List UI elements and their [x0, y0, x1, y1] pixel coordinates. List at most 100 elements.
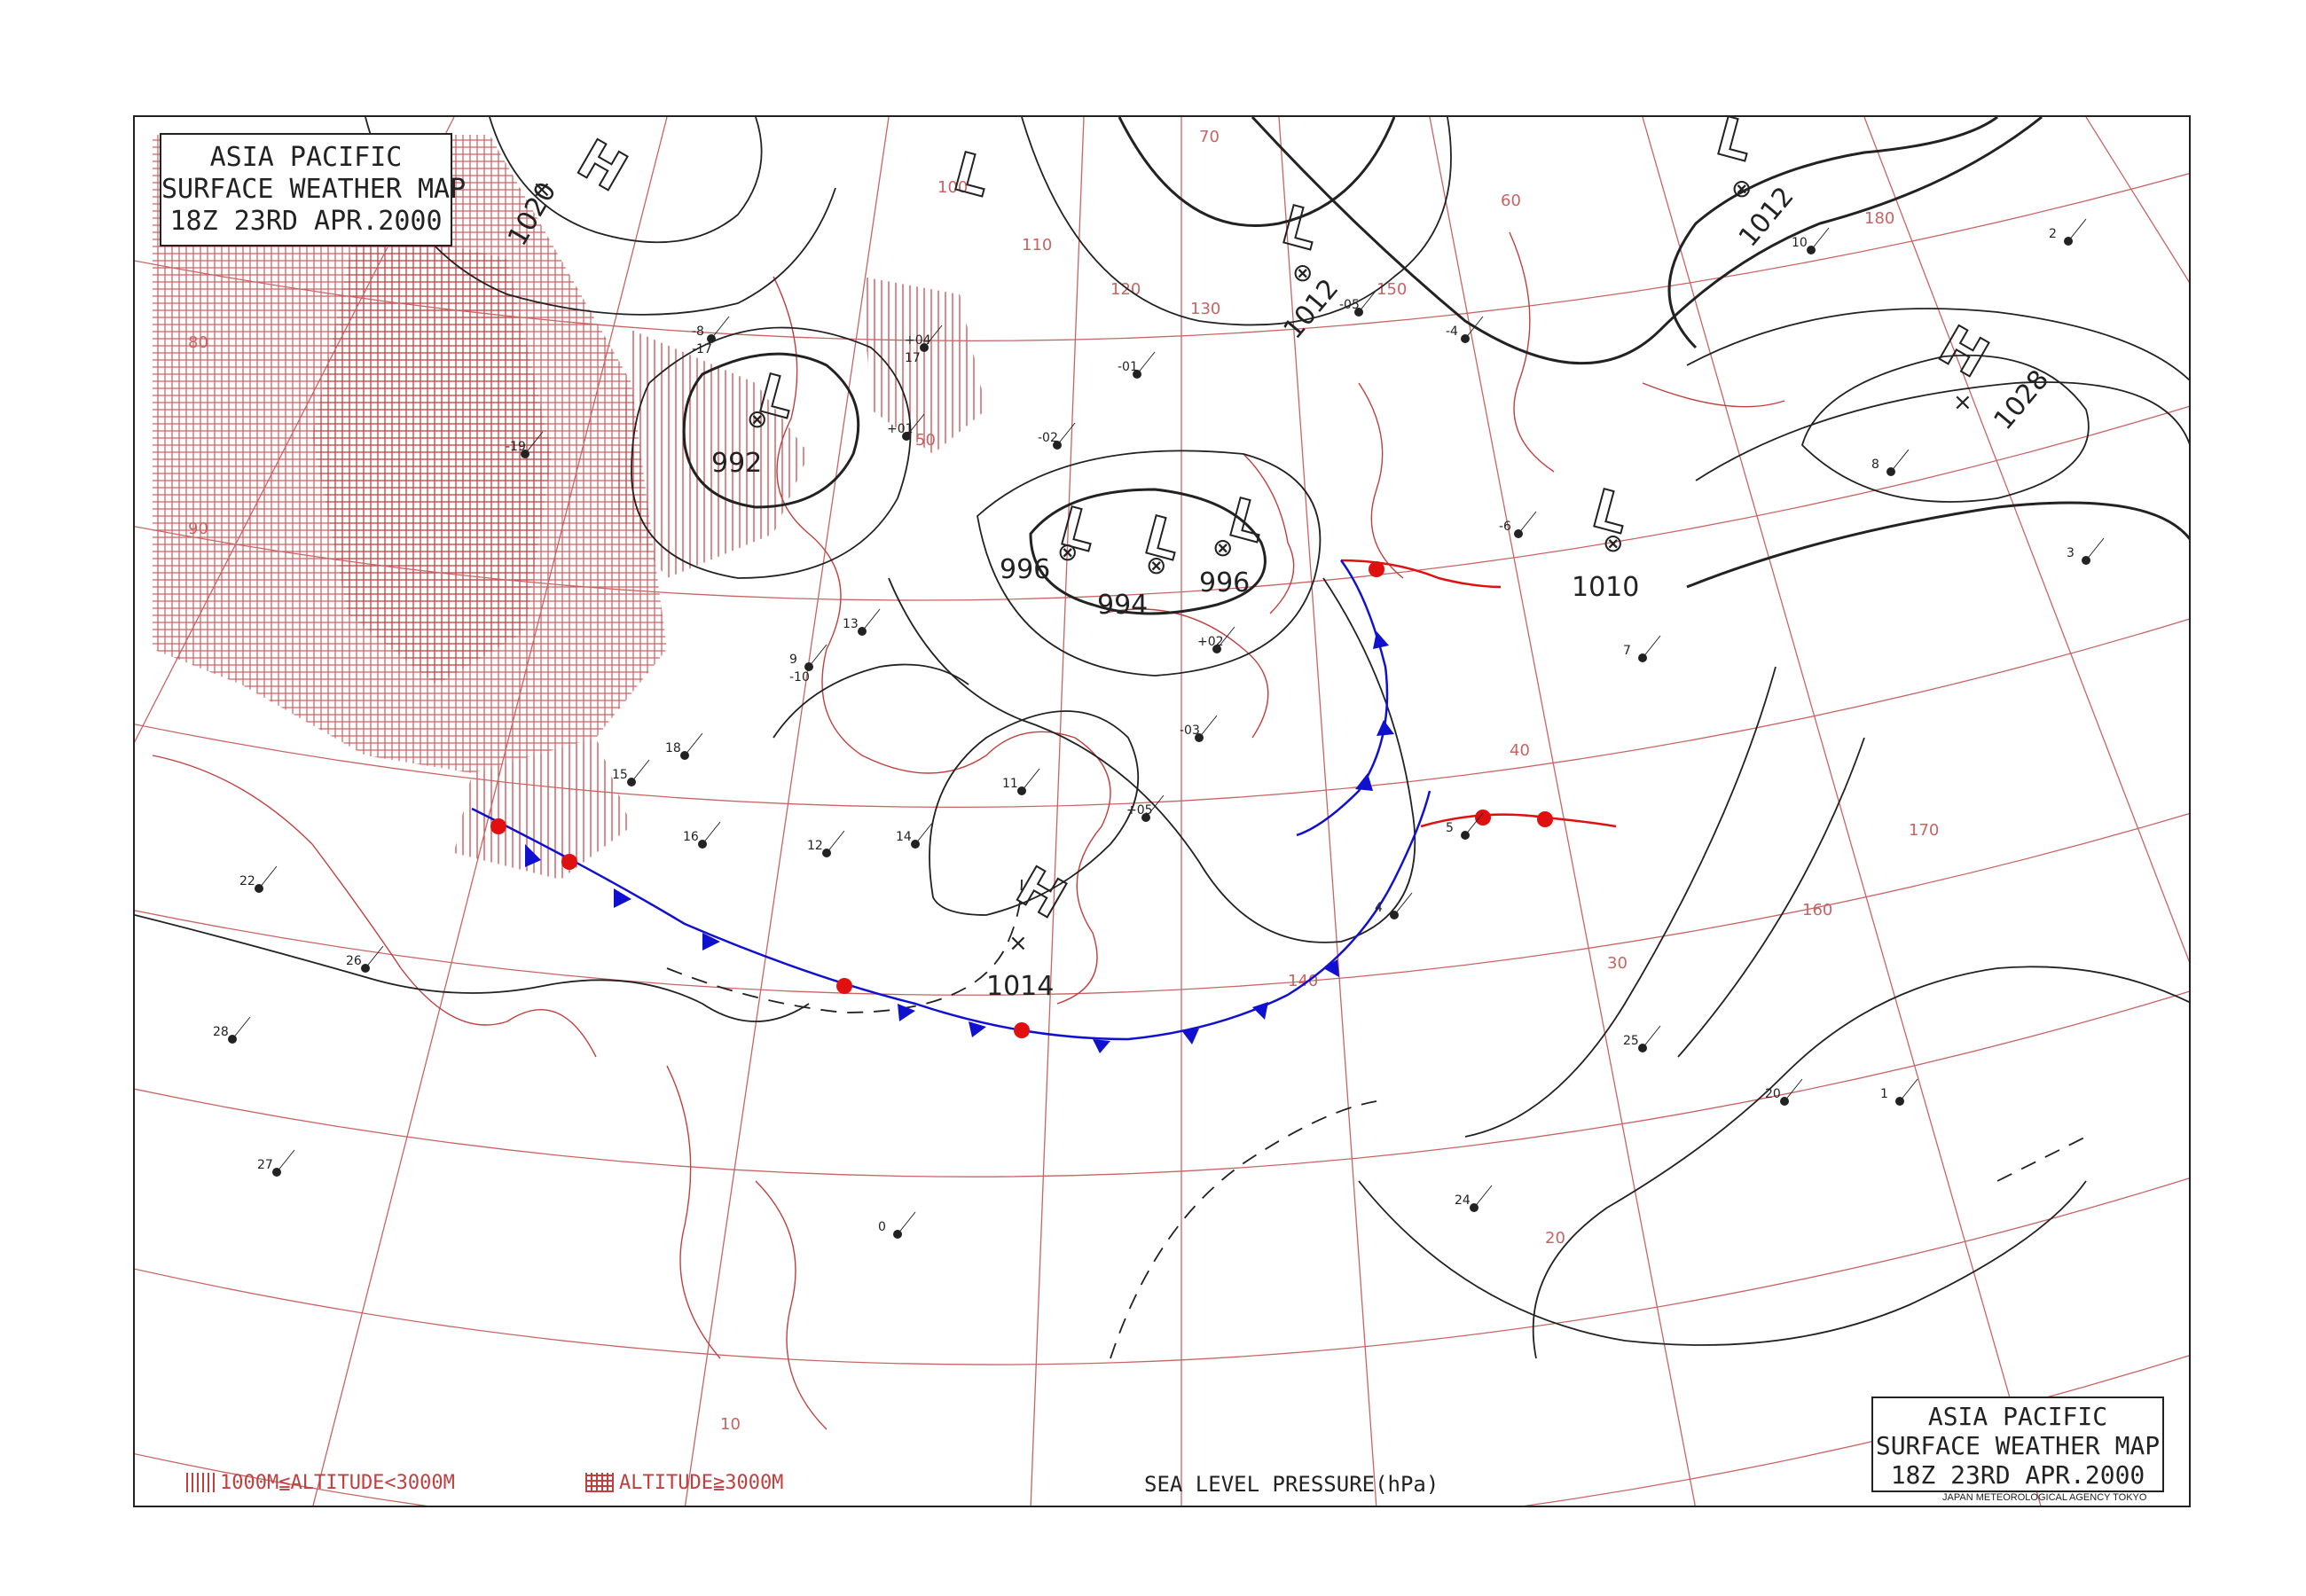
lon-label: 150	[1377, 280, 1407, 299]
high-pressure-center: H × 1020	[502, 127, 638, 251]
high-pressure-center: H × 1014	[986, 854, 1077, 1002]
svg-text:+02: +02	[1197, 635, 1224, 649]
pressure-caption: SEA LEVEL PRESSURE(hPa)	[1144, 1472, 1439, 1497]
station-plot: +01	[887, 413, 925, 441]
svg-text:11: 11	[1002, 777, 1018, 791]
svg-text:25: 25	[1623, 1034, 1639, 1048]
legend-high-altitude: ALTITUDE≧3000M	[585, 1472, 783, 1494]
station-plot: 4	[1375, 892, 1413, 919]
svg-text:10: 10	[1792, 236, 1808, 250]
station-plot: 13	[843, 608, 881, 636]
svg-text:-19: -19	[506, 440, 526, 454]
station-plot: 3	[2067, 537, 2105, 565]
low-pressure-center: L ⊗ 1012	[1275, 193, 1345, 345]
title-region: ASIA PACIFIC	[209, 142, 403, 173]
svg-text:18: 18	[665, 741, 681, 755]
lon-label: 80	[188, 333, 208, 352]
svg-text:13: 13	[843, 617, 859, 631]
pressure-value: 1012	[1278, 273, 1345, 345]
station-plot: 5	[1446, 812, 1484, 840]
title-map-type: SURFACE WEATHER MAP	[1875, 1431, 2161, 1460]
lat-label: 70	[1199, 128, 1220, 146]
station-plot: +05	[1126, 794, 1165, 822]
legend-swatch-high	[585, 1473, 614, 1492]
svg-text:22: 22	[239, 874, 255, 888]
lon-label: 90	[188, 520, 208, 538]
svg-text:⊗: ⊗	[1146, 551, 1166, 580]
lat-label: 40	[1510, 741, 1530, 760]
station-plot: 28	[213, 1016, 251, 1044]
svg-text:+05: +05	[1126, 803, 1153, 818]
station-plot: +02	[1197, 626, 1235, 653]
pressure-value: 994	[1097, 590, 1148, 621]
svg-text:L: L	[1710, 117, 1759, 174]
low-pressure-center: L ⊗ 996	[1199, 486, 1272, 598]
lon-label: 110	[1022, 236, 1052, 254]
station-plot: 9-10	[789, 644, 827, 685]
svg-text:24: 24	[1455, 1193, 1471, 1208]
lon-label: 100	[937, 178, 968, 197]
pressure-value: 1028	[1988, 364, 2055, 436]
svg-text:-01: -01	[1118, 360, 1138, 374]
svg-text:H: H	[1007, 855, 1076, 931]
station-plot: 16	[683, 821, 721, 849]
warm-front-east	[1340, 559, 1502, 589]
svg-text:L: L	[1275, 194, 1324, 263]
map-title-box: ASIA PACIFIC SURFACE WEATHER MAP 18Z 23R…	[160, 133, 467, 246]
svg-text:17: 17	[905, 351, 921, 365]
station-plot: -05	[1339, 289, 1377, 317]
lat-label: 60	[1501, 192, 1521, 210]
svg-text:20: 20	[1765, 1087, 1781, 1101]
station-plot: -8-17	[692, 316, 730, 356]
svg-text:26: 26	[346, 954, 362, 968]
svg-text:-03: -03	[1180, 724, 1200, 738]
station-plot: 26	[346, 945, 384, 973]
station-plot: 20	[1765, 1078, 1803, 1106]
lat-label: 30	[1607, 954, 1628, 973]
station-plot: 10	[1792, 227, 1830, 254]
title-datetime: 18Z 23RD APR.2000	[169, 206, 443, 237]
svg-text:⊗: ⊗	[1603, 528, 1623, 558]
low-pressure-center: L ⊗ 996	[1000, 495, 1103, 585]
low-pressure-center: L ⊗ 1010	[1572, 477, 1639, 603]
svg-text:0: 0	[878, 1220, 886, 1234]
svg-text:4: 4	[1375, 901, 1383, 915]
svg-text:H: H	[568, 128, 637, 204]
map-canvas: 70 60 50 40 30 20 10 100 110 120 130 140…	[135, 117, 2189, 1506]
lat-label: 20	[1545, 1229, 1565, 1248]
station-plot: 2	[2049, 218, 2087, 246]
svg-text:27: 27	[257, 1158, 273, 1172]
lon-label: 120	[1110, 280, 1141, 299]
svg-text:-17: -17	[692, 342, 712, 356]
svg-text:15: 15	[612, 768, 628, 782]
svg-text:-4: -4	[1446, 325, 1458, 339]
lon-label: 170	[1909, 821, 1939, 840]
station-plot: 22	[239, 865, 278, 893]
lat-label: 50	[915, 431, 936, 450]
station-plot: -01	[1118, 351, 1156, 379]
pressure-value: 1014	[986, 971, 1054, 1002]
legend-high-altitude-label: ALTITUDE≧3000M	[619, 1472, 784, 1494]
pressure-centers: H × 1020 L ⊗ 992 L L ⊗ 996 L ⊗ 994	[502, 117, 2055, 1002]
svg-text:-10: -10	[789, 670, 810, 685]
map-title-box-bottom: ASIA PACIFIC SURFACE WEATHER MAP 18Z 23R…	[1871, 1396, 2164, 1492]
coastlines	[152, 231, 1785, 1430]
svg-text:⊗: ⊗	[1731, 174, 1752, 203]
legend-swatch-mid	[186, 1473, 215, 1492]
terrain-mid-altitude	[454, 277, 986, 880]
agency-credit: JAPAN METEOROLOGICAL AGENCY TOKYO	[1942, 1492, 2147, 1503]
isobars	[135, 117, 2189, 1359]
svg-text:8: 8	[1871, 458, 1879, 472]
station-plot: 0	[878, 1211, 916, 1239]
low-pressure-center: L ⊗ 992	[711, 362, 802, 479]
pressure-value: 996	[1000, 554, 1050, 585]
low-pressure-center: L	[946, 140, 997, 211]
station-plot: -4	[1446, 316, 1484, 343]
station-plot: 8	[1871, 449, 1910, 476]
terrain-high-altitude	[153, 135, 667, 773]
svg-text:⊗: ⊗	[1057, 537, 1078, 567]
station-plot: 25	[1623, 1025, 1661, 1052]
svg-text:3: 3	[2067, 546, 2075, 560]
title-map-type: SURFACE WEATHER MAP	[161, 174, 467, 205]
